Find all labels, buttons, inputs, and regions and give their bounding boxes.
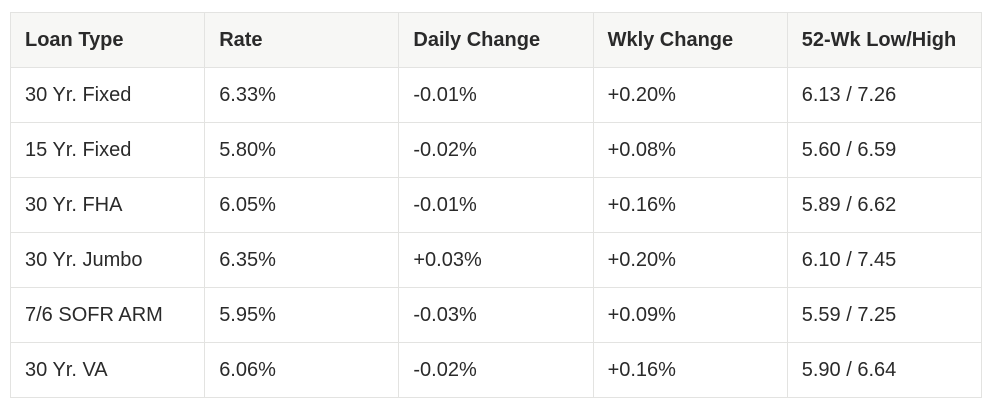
table-cell: 30 Yr. FHA [9,177,206,233]
table-cell: -0.02% [398,342,594,398]
table-cell: 6.10 / 7.45 [786,232,983,288]
rates-table: Loan Type Rate Daily Change Wkly Change 52-W… [9,12,983,398]
header-cell: Daily Change [398,12,594,68]
header-cell: Wkly Change [592,12,788,68]
table-body: 30 Yr. Fixed 6.33% -0.01% +0.20% 6.13 / 7.26… [9,67,983,398]
table-cell: 30 Yr. Fixed [9,67,206,123]
table-cell: +0.20% [592,232,788,288]
table-cell: 6.33% [204,67,400,123]
table-cell: 5.60 / 6.59 [786,122,983,178]
table-row: 30 Yr. VA 6.06% -0.02% +0.16% 5.90 / 6.64 [9,342,983,398]
table-cell: +0.16% [592,177,788,233]
table-cell: 15 Yr. Fixed [9,122,206,178]
table-cell: -0.02% [398,122,594,178]
table-cell: 6.05% [204,177,400,233]
table-cell: 6.13 / 7.26 [786,67,983,123]
table-cell: 6.35% [204,232,400,288]
table-head: Loan Type Rate Daily Change Wkly Change 52-W… [9,12,983,68]
table-cell: 5.59 / 7.25 [786,287,983,343]
table-row: 15 Yr. Fixed 5.80% -0.02% +0.08% 5.60 / 6.59 [9,122,983,178]
header-row: Loan Type Rate Daily Change Wkly Change 52-W… [9,12,983,68]
table-row: 30 Yr. FHA 6.05% -0.01% +0.16% 5.89 / 6.62 [9,177,983,233]
header-cell: Loan Type [9,12,206,68]
table-row: 30 Yr. Jumbo 6.35% +0.03% +0.20% 6.10 / 7.45 [9,232,983,288]
table-cell: +0.03% [398,232,594,288]
table-cell: -0.01% [398,177,594,233]
table-cell: 30 Yr. Jumbo [9,232,206,288]
header-cell: 52-Wk Low/High [786,12,983,68]
table-cell: +0.09% [592,287,788,343]
table-cell: +0.20% [592,67,788,123]
table-row: 7/6 SOFR ARM 5.95% -0.03% +0.09% 5.59 / 7.25 [9,287,983,343]
table-cell: 5.90 / 6.64 [786,342,983,398]
table-cell: 30 Yr. VA [9,342,206,398]
table-cell: -0.03% [398,287,594,343]
header-cell: Rate [204,12,400,68]
table-cell: 5.80% [204,122,400,178]
table-cell: 6.06% [204,342,400,398]
table-cell: 7/6 SOFR ARM [9,287,206,343]
table-cell: 5.89 / 6.62 [786,177,983,233]
table-cell: 5.95% [204,287,400,343]
table-cell: +0.16% [592,342,788,398]
table-cell: +0.08% [592,122,788,178]
table-row: 30 Yr. Fixed 6.33% -0.01% +0.20% 6.13 / 7.26 [9,67,983,123]
table-cell: -0.01% [398,67,594,123]
